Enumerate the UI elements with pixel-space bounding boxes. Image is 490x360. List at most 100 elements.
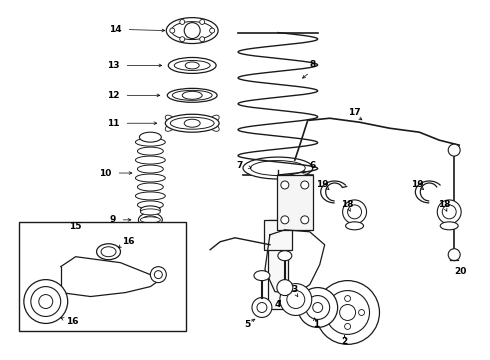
Text: 9: 9	[109, 215, 116, 224]
Ellipse shape	[210, 115, 219, 122]
Ellipse shape	[141, 209, 160, 215]
Bar	[268, 220, 288, 310]
Circle shape	[252, 298, 272, 318]
Ellipse shape	[345, 222, 364, 230]
Ellipse shape	[165, 114, 219, 132]
Circle shape	[340, 305, 356, 320]
Ellipse shape	[440, 222, 458, 230]
Text: 20: 20	[454, 267, 466, 276]
Ellipse shape	[185, 62, 199, 69]
Ellipse shape	[137, 165, 163, 173]
Circle shape	[180, 37, 185, 42]
Circle shape	[287, 291, 305, 309]
Ellipse shape	[210, 124, 219, 131]
Ellipse shape	[165, 124, 174, 131]
Circle shape	[150, 267, 166, 283]
Text: 4: 4	[275, 300, 281, 309]
Ellipse shape	[135, 138, 165, 146]
Text: 8: 8	[310, 60, 316, 69]
Circle shape	[39, 294, 53, 309]
Circle shape	[154, 271, 162, 279]
Ellipse shape	[138, 213, 162, 227]
Circle shape	[344, 323, 350, 329]
Circle shape	[257, 302, 267, 312]
Ellipse shape	[143, 216, 158, 224]
Ellipse shape	[278, 251, 292, 261]
Text: 3: 3	[292, 285, 298, 294]
Text: 7: 7	[237, 161, 243, 170]
Ellipse shape	[135, 192, 165, 200]
Circle shape	[210, 28, 215, 33]
Circle shape	[347, 205, 362, 219]
Ellipse shape	[137, 201, 163, 209]
Circle shape	[200, 19, 205, 24]
Circle shape	[313, 302, 323, 312]
Text: 18: 18	[438, 201, 450, 210]
Ellipse shape	[172, 90, 212, 100]
Ellipse shape	[135, 174, 165, 182]
Circle shape	[301, 181, 309, 189]
Ellipse shape	[140, 132, 161, 142]
Circle shape	[180, 19, 185, 24]
Circle shape	[170, 28, 175, 33]
Text: 11: 11	[107, 119, 120, 128]
Circle shape	[281, 181, 289, 189]
Circle shape	[331, 310, 337, 315]
Circle shape	[326, 291, 369, 334]
Circle shape	[448, 249, 460, 261]
Circle shape	[24, 280, 68, 323]
Text: 19: 19	[317, 180, 329, 189]
Text: 2: 2	[342, 337, 348, 346]
Ellipse shape	[137, 183, 163, 191]
Bar	[19, 222, 186, 332]
Ellipse shape	[172, 22, 213, 40]
Text: 13: 13	[107, 61, 120, 70]
Text: 19: 19	[411, 180, 424, 189]
Ellipse shape	[141, 225, 160, 231]
Text: 5: 5	[244, 320, 250, 329]
Ellipse shape	[243, 157, 313, 179]
Circle shape	[280, 284, 312, 315]
Text: 1: 1	[313, 320, 319, 329]
Ellipse shape	[101, 247, 116, 257]
Circle shape	[301, 216, 309, 224]
Ellipse shape	[141, 217, 160, 223]
Circle shape	[344, 296, 350, 302]
Text: 10: 10	[99, 168, 112, 177]
Circle shape	[316, 280, 379, 345]
Ellipse shape	[168, 58, 216, 73]
Circle shape	[442, 205, 456, 219]
Ellipse shape	[166, 18, 218, 44]
Circle shape	[281, 216, 289, 224]
Ellipse shape	[135, 156, 165, 164]
Text: 12: 12	[107, 91, 120, 100]
Circle shape	[306, 296, 330, 319]
Text: 17: 17	[348, 108, 361, 117]
Text: 6: 6	[310, 161, 316, 170]
Circle shape	[437, 200, 461, 224]
Bar	[264, 220, 292, 250]
Text: 15: 15	[70, 222, 82, 231]
Ellipse shape	[165, 115, 174, 122]
Circle shape	[448, 144, 460, 156]
Ellipse shape	[182, 91, 202, 99]
Ellipse shape	[141, 206, 160, 214]
Ellipse shape	[184, 119, 200, 127]
Circle shape	[277, 280, 293, 296]
Bar	[277, 175, 313, 230]
Circle shape	[343, 200, 367, 224]
Circle shape	[359, 310, 365, 315]
Ellipse shape	[167, 88, 217, 102]
Ellipse shape	[137, 147, 163, 155]
Ellipse shape	[171, 117, 214, 129]
Ellipse shape	[254, 271, 270, 280]
Circle shape	[184, 23, 200, 39]
Circle shape	[31, 287, 61, 316]
Ellipse shape	[174, 60, 210, 71]
Text: 18: 18	[342, 201, 354, 210]
Text: 16: 16	[122, 237, 135, 246]
Text: 14: 14	[109, 25, 122, 34]
Ellipse shape	[250, 161, 305, 176]
Circle shape	[298, 288, 338, 328]
Text: 16: 16	[67, 317, 79, 326]
